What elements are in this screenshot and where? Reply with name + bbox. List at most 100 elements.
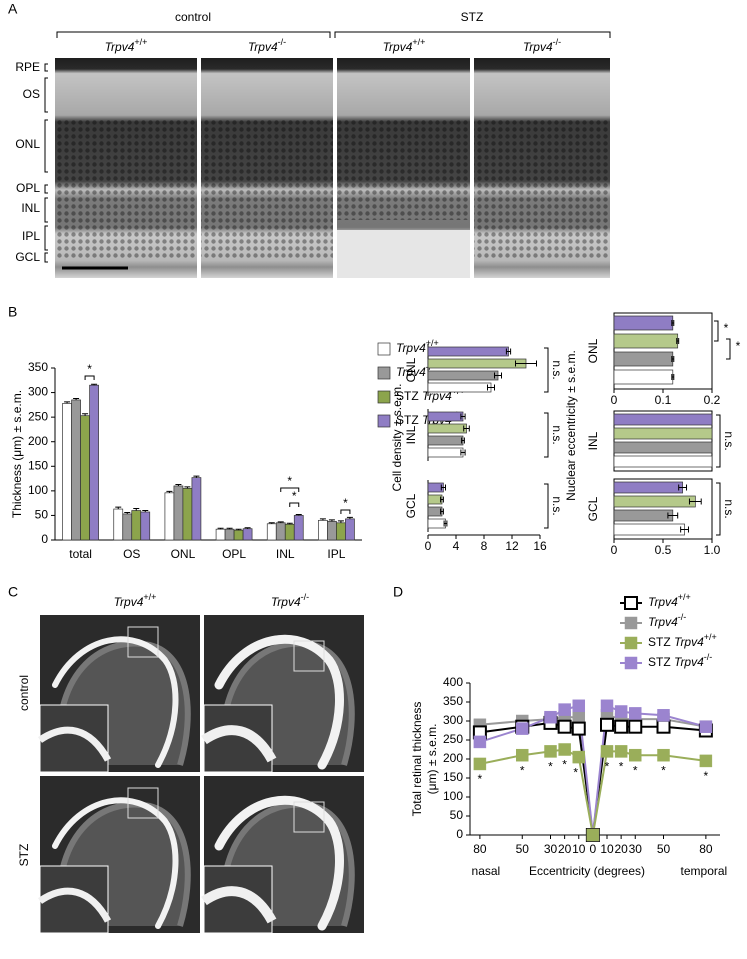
layer-brackets: [44, 63, 48, 263]
bar: [427, 423, 467, 434]
group-label: ONL: [586, 338, 600, 363]
annotation: *: [87, 362, 92, 376]
group-label: INL: [586, 431, 600, 450]
annotation: *: [292, 489, 297, 503]
zoom-box: [293, 801, 325, 833]
series-line: [479, 721, 706, 836]
zoom-box: [127, 787, 159, 819]
x-tick-label: 0: [611, 543, 618, 557]
layer-label: GCL: [15, 250, 40, 264]
image-texture: [201, 120, 333, 260]
annotation: *: [736, 339, 741, 353]
retina-arc: [52, 636, 179, 768]
marker: [699, 754, 713, 768]
marker: [629, 707, 642, 720]
bar: [215, 528, 226, 541]
bar: [427, 447, 464, 458]
image-texture: [55, 120, 197, 260]
marker: [600, 699, 614, 713]
bar: [242, 528, 253, 541]
error-bar: [64, 401, 71, 404]
error-bar: [346, 516, 353, 519]
x-tick-label: 50: [657, 842, 671, 856]
y-tick-label: 300: [443, 713, 463, 727]
bar: [427, 435, 464, 446]
y-tick-label: 250: [443, 732, 463, 746]
x-tick-label: 10: [600, 842, 614, 856]
error-bar: [115, 506, 122, 510]
y-axis-label: Cell density ± s.e.m.: [390, 384, 404, 492]
legend-label: STZ Trpv4-/-: [648, 652, 712, 669]
bar: [613, 315, 674, 331]
group-label: control: [175, 10, 211, 24]
marker: [572, 710, 586, 724]
annotation: *: [704, 769, 709, 783]
legend-swatch: [377, 414, 391, 428]
group-label: ONL: [404, 357, 418, 382]
error-bar: [184, 486, 191, 489]
bar: [613, 509, 674, 522]
legend-label: Trpv4+/+: [396, 338, 439, 355]
legend-swatch: [377, 366, 391, 380]
side-label: temporal: [681, 864, 728, 878]
x-tick-label: 80: [699, 842, 713, 856]
x-tick-label: 10: [572, 842, 586, 856]
legend-label: STZ Trpv4+/+: [648, 632, 717, 649]
significance-bracket: [714, 320, 719, 342]
error-bar: [671, 356, 675, 362]
error-bar: [671, 374, 675, 380]
marker: [699, 720, 713, 733]
legend-label: STZ Trpv4+/+: [396, 386, 465, 403]
genotype-label: Trpv4+/+: [383, 37, 426, 54]
error-bar: [337, 520, 344, 523]
group-label: GCL: [404, 493, 418, 518]
zoom-box: [293, 640, 325, 672]
x-tick-label: 0: [611, 393, 618, 407]
marker: [586, 828, 600, 842]
legend-label: Trpv4+/+: [648, 592, 691, 609]
marker: [614, 719, 629, 734]
marker: [656, 719, 671, 734]
retina-arc: [214, 634, 344, 770]
genotype-label: Trpv4+/+: [114, 592, 157, 609]
annotation: *: [343, 496, 348, 510]
inset-arc: [38, 887, 112, 923]
annotation: *: [605, 760, 610, 774]
marker: [614, 705, 628, 718]
genotype-label: Trpv4-/-: [271, 592, 309, 609]
error-bar: [82, 413, 89, 416]
bar: [427, 506, 443, 517]
y-tick-label: 0: [41, 532, 48, 546]
x-tick-label: 0.2: [704, 393, 721, 407]
x-tick-label: 0.5: [655, 543, 672, 557]
x-tick-label: total: [69, 547, 92, 561]
bar: [275, 522, 286, 541]
genotype-label: Trpv4-/-: [523, 37, 561, 54]
bar: [233, 529, 244, 541]
annotation: *: [548, 760, 553, 774]
x-tick-label: 80: [473, 842, 487, 856]
bar: [182, 488, 193, 541]
legend-marker: [624, 656, 638, 670]
x-tick-label: 8: [481, 539, 488, 553]
bar: [613, 455, 713, 468]
error-bar: [443, 520, 448, 527]
group-label: STZ: [461, 10, 484, 24]
bar: [427, 411, 464, 422]
y-tick-label: 150: [28, 458, 48, 472]
x-tick-label: 50: [516, 842, 530, 856]
y-tick-label: 350: [28, 360, 48, 374]
error-bar: [124, 511, 131, 514]
annotation: *: [724, 321, 729, 335]
error-bar: [328, 519, 335, 522]
bar: [427, 518, 446, 529]
marker: [657, 748, 670, 762]
marker: [557, 719, 572, 734]
significance-bracket: [716, 414, 721, 468]
x-tick-label: 4: [453, 539, 460, 553]
bar: [191, 477, 202, 541]
marker: [558, 743, 571, 756]
bar: [293, 515, 304, 541]
bar: [224, 528, 235, 541]
series-line: [479, 714, 707, 836]
